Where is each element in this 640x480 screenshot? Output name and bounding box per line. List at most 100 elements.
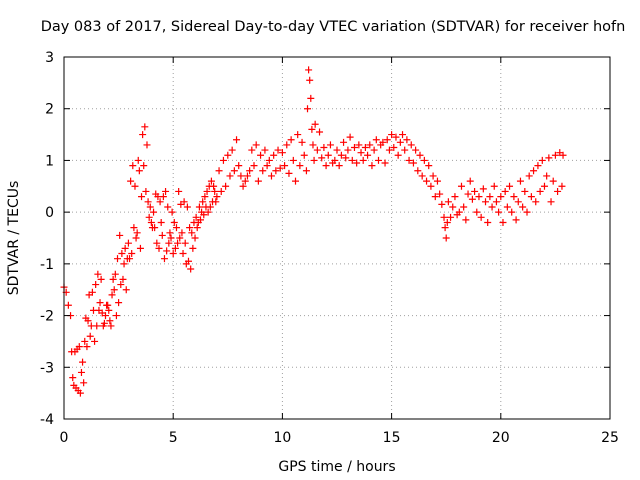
data-point [318, 154, 326, 162]
data-point [179, 250, 187, 258]
data-point [554, 187, 562, 195]
data-point [207, 177, 215, 185]
data-point [370, 146, 378, 154]
data-point [105, 306, 113, 314]
data-point [433, 177, 441, 185]
data-point [444, 198, 452, 206]
data-point [538, 156, 546, 164]
data-point [287, 136, 295, 144]
data-point [309, 141, 317, 149]
data-point [383, 136, 391, 144]
data-point [188, 229, 196, 237]
data-point [414, 167, 422, 175]
data-point [449, 203, 457, 211]
data-point [150, 208, 158, 216]
data-point [536, 187, 544, 195]
data-point [88, 288, 96, 296]
data-point [441, 224, 449, 232]
data-point [115, 299, 123, 307]
data-point [549, 177, 557, 185]
data-point [337, 151, 345, 159]
data-point [512, 216, 520, 224]
data-point [427, 182, 435, 190]
data-point [385, 146, 393, 154]
data-point [357, 149, 365, 157]
data-point [169, 250, 177, 258]
data-point [252, 141, 260, 149]
data-point [80, 379, 88, 387]
y-tick-label: 1 [45, 153, 54, 169]
data-point [139, 131, 147, 139]
y-tick-label: -3 [40, 360, 54, 376]
data-point [473, 208, 481, 216]
data-point [486, 193, 494, 201]
data-point [488, 203, 496, 211]
data-point [155, 244, 163, 252]
data-point [248, 146, 256, 154]
data-point [212, 198, 220, 206]
data-point [510, 193, 518, 201]
data-point [219, 156, 227, 164]
data-point [81, 337, 89, 345]
data-point [540, 182, 548, 190]
x-tick-label: 20 [492, 430, 510, 446]
data-point [302, 167, 310, 175]
data-point [292, 177, 300, 185]
data-point [172, 224, 180, 232]
data-point [530, 167, 538, 175]
data-point [237, 172, 245, 180]
data-point [170, 218, 178, 226]
data-point [153, 239, 161, 247]
data-point [559, 151, 567, 159]
data-point [294, 131, 302, 139]
data-point [144, 198, 152, 206]
data-point [263, 162, 271, 170]
data-point [109, 275, 117, 283]
data-point [308, 125, 316, 133]
data-point [224, 151, 232, 159]
data-point [101, 312, 109, 320]
data-point [69, 374, 77, 382]
data-point [272, 167, 280, 175]
data-point [92, 281, 100, 289]
data-point [217, 187, 225, 195]
data-point [138, 193, 146, 201]
y-tick-label: -1 [40, 257, 54, 273]
data-point [64, 301, 72, 309]
data-point [206, 203, 214, 211]
data-point [508, 208, 516, 216]
data-point [296, 162, 304, 170]
data-point [443, 218, 451, 226]
data-point [399, 131, 407, 139]
x-tick-label: 25 [601, 430, 619, 446]
data-point [457, 182, 465, 190]
data-point [241, 177, 249, 185]
data-point [168, 208, 176, 216]
data-point [547, 198, 555, 206]
data-point [226, 172, 234, 180]
y-tick-label: 3 [45, 50, 54, 66]
data-point [442, 234, 450, 242]
data-point [416, 151, 424, 159]
data-point [228, 146, 236, 154]
data-point [187, 265, 195, 273]
data-point [136, 244, 144, 252]
data-point [76, 389, 84, 397]
data-point [235, 162, 243, 170]
data-point [160, 255, 168, 263]
data-point [372, 136, 380, 144]
data-point [191, 234, 199, 242]
data-point [326, 141, 334, 149]
data-point [451, 193, 459, 201]
data-point [250, 162, 258, 170]
data-point [516, 177, 524, 185]
data-point [374, 156, 382, 164]
data-point [322, 162, 330, 170]
y-tick-label: 2 [45, 102, 54, 118]
data-point [132, 234, 140, 242]
data-point [239, 182, 247, 190]
data-point [104, 301, 112, 309]
data-point [551, 151, 559, 159]
data-point [133, 229, 141, 237]
data-point [479, 185, 487, 193]
